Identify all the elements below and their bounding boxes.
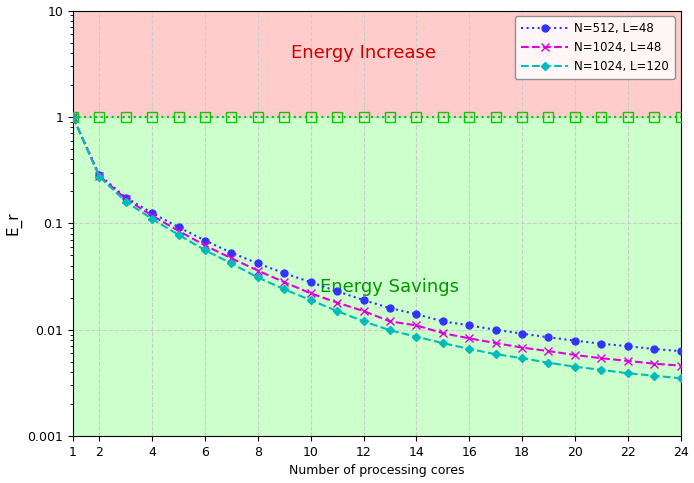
N=512, L=48 [201, 238, 209, 243]
N=1024, L=120 [491, 351, 500, 357]
N=1024, L=48 [254, 268, 262, 273]
N=1024, L=120 [439, 340, 447, 346]
N=512, L=48 [597, 341, 605, 347]
N=1024, L=48 [227, 256, 235, 261]
Line: N=1024, L=48: N=1024, L=48 [69, 113, 685, 370]
N=512, L=48 [570, 338, 579, 343]
N=1024, L=120 [121, 199, 130, 204]
N=1024, L=48 [544, 348, 552, 354]
N=1024, L=48 [201, 242, 209, 248]
N=512, L=48 [491, 327, 500, 333]
Line: N=1024, L=120: N=1024, L=120 [70, 114, 684, 381]
X-axis label: Number of processing cores: Number of processing cores [289, 465, 464, 477]
N=1024, L=120 [412, 334, 421, 340]
N=1024, L=120 [570, 364, 579, 369]
N=512, L=48 [677, 348, 685, 354]
N=512, L=48 [465, 323, 473, 328]
N=1024, L=120 [95, 174, 103, 180]
N=1024, L=120 [148, 216, 156, 222]
N=1024, L=48 [174, 228, 183, 234]
Y-axis label: E_r: E_r [6, 212, 22, 235]
N=1024, L=120 [465, 346, 473, 352]
N=512, L=48 [69, 114, 77, 120]
N=512, L=48 [544, 334, 552, 340]
N=512, L=48 [121, 195, 130, 200]
Text: Energy Savings: Energy Savings [321, 278, 459, 297]
N=1024, L=120 [359, 318, 368, 324]
N=512, L=48 [148, 210, 156, 216]
N=1024, L=48 [359, 308, 368, 314]
N=1024, L=120 [333, 308, 341, 314]
N=1024, L=48 [570, 352, 579, 358]
N=1024, L=120 [624, 370, 632, 376]
N=512, L=48 [333, 288, 341, 294]
N=512, L=48 [359, 297, 368, 303]
Line: N=512, L=48: N=512, L=48 [69, 114, 684, 355]
N=1024, L=48 [624, 358, 632, 364]
N=1024, L=120 [201, 247, 209, 253]
N=512, L=48 [227, 250, 235, 256]
N=1024, L=48 [412, 323, 421, 328]
N=1024, L=120 [650, 373, 659, 379]
N=1024, L=48 [465, 336, 473, 341]
N=1024, L=48 [518, 345, 526, 351]
Text: Energy Increase: Energy Increase [291, 44, 436, 62]
Bar [73, 11, 681, 117]
N=1024, L=120 [69, 114, 77, 120]
N=1024, L=48 [121, 196, 130, 202]
Bar [73, 117, 681, 436]
N=1024, L=48 [280, 279, 289, 285]
N=512, L=48 [386, 305, 394, 311]
N=1024, L=120 [386, 327, 394, 333]
N=1024, L=48 [491, 340, 500, 346]
N=1024, L=120 [597, 367, 605, 373]
N=1024, L=48 [307, 290, 315, 296]
N=1024, L=120 [254, 274, 262, 280]
N=1024, L=48 [69, 114, 77, 120]
Legend: N=512, L=48, N=1024, L=48, N=1024, L=120: N=512, L=48, N=1024, L=48, N=1024, L=120 [515, 16, 675, 79]
N=1024, L=120 [677, 375, 685, 381]
N=1024, L=48 [148, 213, 156, 219]
N=1024, L=120 [518, 355, 526, 361]
N=1024, L=120 [307, 297, 315, 303]
N=512, L=48 [280, 270, 289, 276]
N=512, L=48 [174, 224, 183, 230]
N=512, L=48 [624, 343, 632, 349]
N=512, L=48 [412, 312, 421, 317]
N=1024, L=120 [544, 360, 552, 366]
N=512, L=48 [307, 279, 315, 285]
N=1024, L=120 [174, 232, 183, 238]
N=1024, L=48 [333, 300, 341, 306]
N=512, L=48 [95, 172, 103, 178]
N=1024, L=48 [677, 363, 685, 369]
N=1024, L=48 [95, 173, 103, 179]
N=1024, L=48 [386, 318, 394, 324]
N=512, L=48 [518, 331, 526, 337]
N=512, L=48 [650, 346, 659, 352]
N=1024, L=120 [227, 260, 235, 266]
N=1024, L=120 [280, 286, 289, 292]
N=1024, L=48 [650, 361, 659, 367]
N=1024, L=48 [597, 355, 605, 361]
N=512, L=48 [439, 318, 447, 324]
N=1024, L=48 [439, 330, 447, 336]
N=512, L=48 [254, 260, 262, 266]
